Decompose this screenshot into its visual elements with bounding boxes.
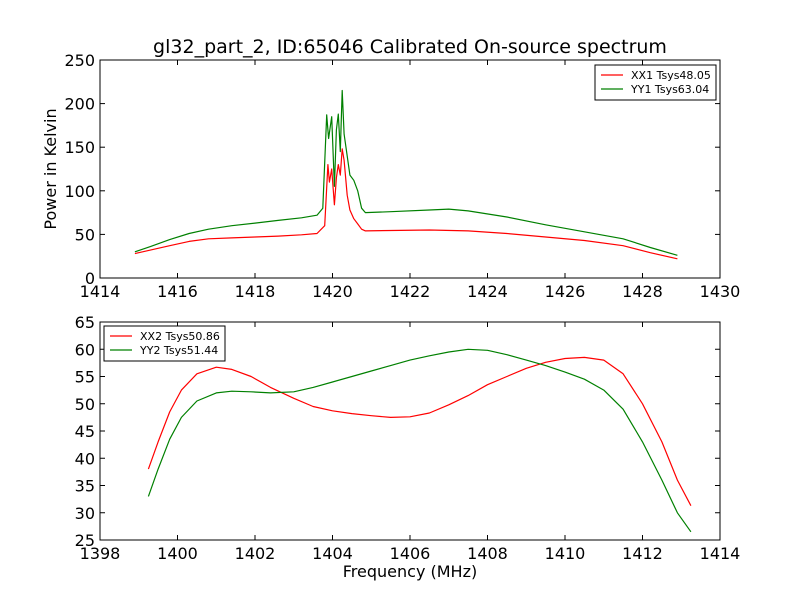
y-tick-label: 50 — [75, 395, 95, 414]
y-tick-label: 60 — [75, 340, 95, 359]
x-axis-label: Frequency (MHz) — [343, 562, 477, 581]
y-tick-label: 40 — [75, 449, 95, 468]
legend-label: XX1 Tsys48.05 — [631, 69, 711, 82]
y-tick-label: 30 — [75, 504, 95, 523]
x-tick-label: 1428 — [622, 282, 663, 301]
x-tick-label: 1418 — [235, 282, 276, 301]
y-tick-label: 200 — [64, 95, 95, 114]
y-tick-label: 100 — [64, 182, 95, 201]
x-tick-label: 1404 — [312, 544, 353, 563]
y-tick-label: 35 — [75, 477, 95, 496]
y-tick-label: 65 — [75, 313, 95, 332]
y-tick-label: 55 — [75, 368, 95, 387]
x-tick-label: 1408 — [467, 544, 508, 563]
x-tick-label: 1430 — [700, 282, 741, 301]
y-tick-label: 0 — [85, 269, 95, 288]
y-tick-label: 150 — [64, 138, 95, 157]
x-tick-label: 1426 — [545, 282, 586, 301]
x-tick-label: 1420 — [312, 282, 353, 301]
top-panel: 1414 1416 1418 1420 1422 1424 1426 1428 1430 0 50 1… — [41, 51, 740, 301]
x-tick-label: 1412 — [622, 544, 663, 563]
y-tick-label: 50 — [75, 225, 95, 244]
y-tick-label: 45 — [75, 422, 95, 441]
x-tick-label: 1416 — [157, 282, 198, 301]
x-tick-label: 1402 — [235, 544, 276, 563]
x-tick-label: 1406 — [390, 544, 431, 563]
legend-box — [103, 325, 226, 362]
x-tick-label: 1410 — [545, 544, 586, 563]
x-tick-label: 1414 — [700, 544, 741, 563]
series-line-xx1 — [134, 148, 678, 260]
legend-box — [594, 64, 717, 101]
x-tick-label: 1424 — [467, 282, 508, 301]
series-line-yy2 — [147, 348, 692, 533]
x-tick-label: 1398 — [80, 544, 121, 563]
legend-label: XX2 Tsys50.86 — [140, 330, 220, 343]
x-tick-label: 1422 — [390, 282, 431, 301]
series-line-yy1 — [134, 89, 678, 256]
bottom-panel: 1398 1400 1402 1404 1406 1408 1410 1412 1414 25 30… — [75, 313, 741, 581]
legend-label: YY2 Tsys51.44 — [139, 344, 218, 357]
chart-title: gl32_part_2, ID:65046 Calibrated On-sour… — [153, 36, 667, 58]
legend-label: YY1 Tsys63.04 — [630, 83, 709, 96]
x-tick-label: 1414 — [80, 282, 121, 301]
series-line-xx2 — [147, 356, 692, 506]
y-tick-label: 25 — [75, 531, 95, 550]
x-tick-label: 1400 — [157, 544, 198, 563]
y-tick-label: 250 — [64, 51, 95, 70]
y-axis-label: Power in Kelvin — [41, 108, 60, 229]
